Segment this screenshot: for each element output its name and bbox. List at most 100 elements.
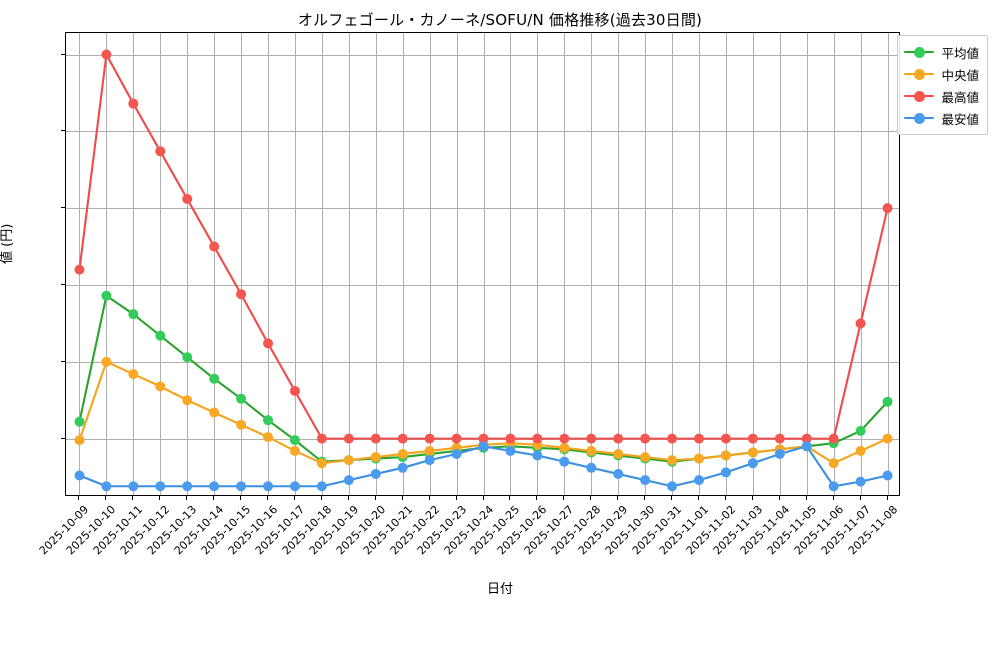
x-tick-mark: [374, 496, 376, 500]
gridline-horizontal: [66, 208, 899, 210]
x-tick-mark: [213, 496, 215, 500]
data-point-marker: [316, 481, 327, 492]
data-point-marker: [182, 395, 193, 406]
data-point-marker: [774, 433, 785, 444]
data-point-marker: [855, 425, 866, 436]
data-point-marker: [882, 470, 893, 481]
data-point-marker: [640, 475, 651, 486]
y-axis-label: 値 (円): [0, 223, 15, 264]
data-point-marker: [236, 393, 247, 404]
gridline-vertical: [375, 33, 377, 495]
data-point-marker: [209, 407, 220, 418]
data-point-marker: [101, 481, 112, 492]
gridline-vertical: [483, 33, 485, 495]
data-point-marker: [128, 309, 139, 320]
x-tick-mark: [724, 496, 726, 500]
chart-legend: 平均値中央値最高値最安値: [897, 35, 988, 135]
data-point-marker: [640, 433, 651, 444]
legend-swatch-icon: [904, 45, 935, 59]
legend-item[interactable]: 中央値: [904, 63, 979, 85]
x-tick-mark: [401, 496, 403, 500]
x-axis-label: 日付: [486, 582, 513, 597]
x-tick-mark: [644, 496, 646, 500]
y-tick-mark: [61, 360, 65, 362]
x-tick-mark: [859, 496, 861, 500]
gridline-vertical: [698, 33, 700, 495]
y-tick-mark: [61, 437, 65, 439]
gridline-vertical: [429, 33, 431, 495]
data-point-marker: [828, 481, 839, 492]
x-tick-mark: [78, 496, 80, 500]
data-point-marker: [532, 450, 543, 461]
gridline-vertical: [321, 33, 323, 495]
legend-label: 最高値: [941, 89, 979, 105]
x-tick-mark: [778, 496, 780, 500]
data-point-marker: [828, 458, 839, 469]
x-tick-mark: [320, 496, 322, 500]
data-point-marker: [720, 433, 731, 444]
x-tick-mark: [617, 496, 619, 500]
gridline-vertical: [160, 33, 162, 495]
data-point-marker: [74, 435, 85, 446]
gridline-vertical: [672, 33, 674, 495]
legend-label: 中央値: [941, 67, 979, 83]
gridline-vertical: [456, 33, 458, 495]
data-point-marker: [559, 442, 570, 453]
data-point-marker: [828, 433, 839, 444]
gridline-horizontal: [66, 131, 899, 133]
legend-item[interactable]: 最安値: [904, 107, 979, 129]
x-tick-mark: [267, 496, 269, 500]
data-point-marker: [505, 433, 516, 444]
data-point-marker: [640, 452, 651, 463]
data-point-marker: [289, 435, 300, 446]
x-tick-mark: [671, 496, 673, 500]
data-point-marker: [747, 447, 758, 458]
data-point-marker: [693, 433, 704, 444]
gridline-vertical: [187, 33, 189, 495]
data-point-marker: [74, 470, 85, 481]
y-tick-mark: [61, 207, 65, 209]
plot-area: [65, 32, 900, 496]
data-point-marker: [747, 433, 758, 444]
gridline-vertical: [591, 33, 593, 495]
legend-item[interactable]: 最高値: [904, 85, 979, 107]
data-point-marker: [720, 467, 731, 478]
legend-item[interactable]: 平均値: [904, 41, 979, 63]
x-tick-mark: [509, 496, 511, 500]
gridline-horizontal: [66, 284, 899, 286]
data-point-marker: [855, 476, 866, 487]
data-point-marker: [155, 146, 166, 157]
x-tick-mark: [347, 496, 349, 500]
data-point-marker: [586, 433, 597, 444]
data-point-marker: [236, 289, 247, 300]
x-tick-mark: [697, 496, 699, 500]
data-point-marker: [209, 241, 220, 252]
x-tick-mark: [536, 496, 538, 500]
x-tick-mark: [132, 496, 134, 500]
series-line: [78, 53, 889, 440]
data-point-marker: [451, 433, 462, 444]
gridline-vertical: [725, 33, 727, 495]
legend-label: 平均値: [941, 45, 979, 61]
legend-swatch-icon: [904, 89, 935, 103]
gridline-vertical: [887, 33, 889, 495]
data-point-marker: [128, 369, 139, 380]
data-point-marker: [182, 352, 193, 363]
data-point-marker: [424, 445, 435, 456]
data-point-marker: [532, 433, 543, 444]
gridline-vertical: [537, 33, 539, 495]
gridline-vertical: [106, 33, 108, 495]
data-point-marker: [667, 455, 678, 466]
data-point-marker: [505, 445, 516, 456]
y-tick-mark: [61, 53, 65, 55]
legend-swatch-icon: [904, 111, 935, 125]
x-tick-mark: [428, 496, 430, 500]
data-point-marker: [343, 455, 354, 466]
gridline-vertical: [133, 33, 135, 495]
gridline-vertical: [294, 33, 296, 495]
data-point-marker: [774, 448, 785, 459]
data-point-marker: [209, 481, 220, 492]
legend-label: 最安値: [941, 111, 979, 127]
data-point-marker: [747, 458, 758, 469]
x-tick-mark: [455, 496, 457, 500]
